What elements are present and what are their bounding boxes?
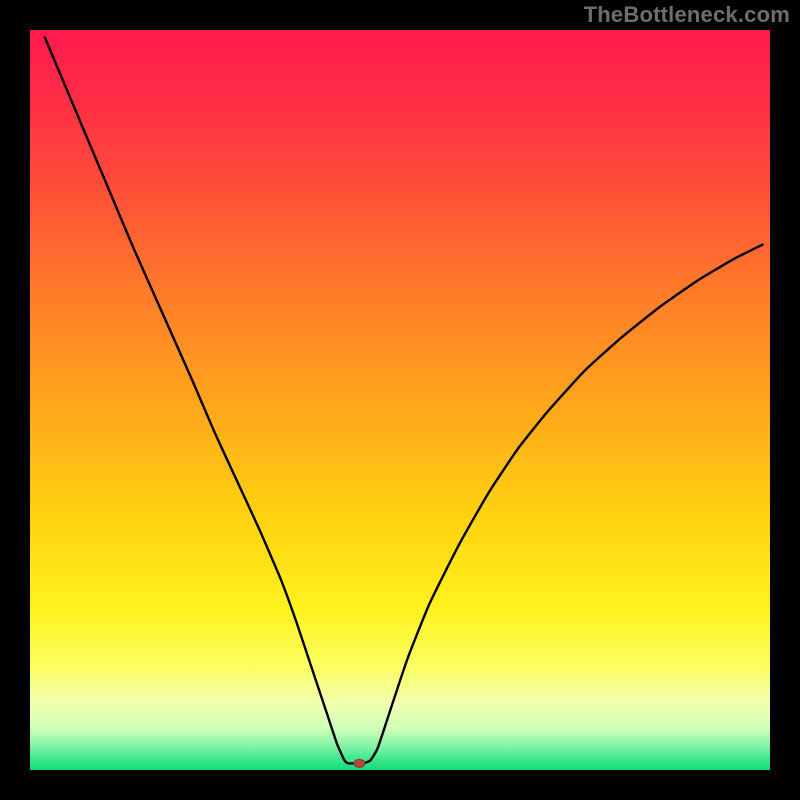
optimal-point-marker [354, 759, 365, 767]
watermark-text: TheBottleneck.com [584, 2, 790, 28]
chart-frame: TheBottleneck.com [0, 0, 800, 800]
chart-svg [30, 30, 770, 770]
bottleneck-curve-chart [30, 30, 770, 770]
